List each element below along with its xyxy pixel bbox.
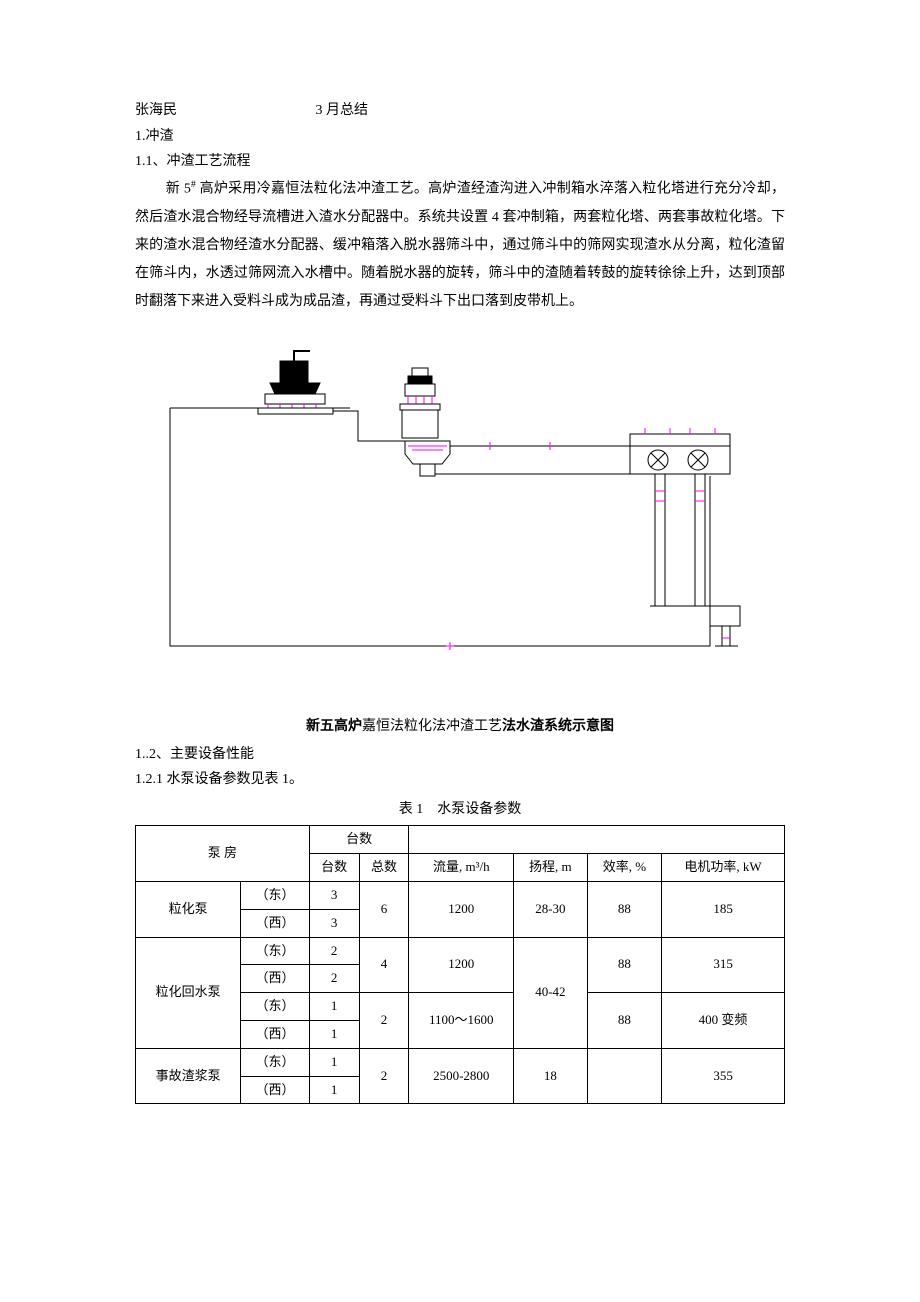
- table-row: 粒化泵 （东） 3 6 1200 28-30 88 185: [136, 881, 785, 909]
- document-page: 张海民 3 月总结 1.冲渣 1.1、冲渣工艺流程 新 5# 高炉采用冷嘉恒法粒…: [0, 0, 920, 1164]
- cell-eff: 88: [587, 993, 662, 1049]
- cell-total: 6: [359, 881, 409, 937]
- para1-rest: 高炉采用冷嘉恒法粒化法冲渣工艺。高炉渣经渣沟进入冲制箱水淬落入粒化塔进行充分冷却…: [135, 182, 785, 309]
- cell-flow: 1200: [409, 937, 514, 993]
- cell-side: （东）: [241, 1048, 309, 1076]
- author-name: 张海民: [135, 100, 177, 122]
- cell-eff: 88: [587, 937, 662, 993]
- cell-head: 40-42: [514, 937, 588, 1048]
- cell-side: （东）: [241, 993, 309, 1021]
- cell-count: 1: [309, 1020, 359, 1048]
- cell-name: 粒化回水泵: [136, 937, 241, 1048]
- diagram-container: [135, 346, 785, 666]
- cell-eff: [587, 1048, 662, 1104]
- cell-side: （东）: [241, 881, 309, 909]
- month-summary: 3 月总结: [316, 100, 369, 122]
- th-blank: [409, 826, 785, 854]
- cell-flow: 1100～1600: [409, 993, 514, 1049]
- cell-count: 1: [309, 1076, 359, 1104]
- th-pump-room: 泵 房: [136, 826, 310, 882]
- th-power: 电机功率, kW: [662, 854, 785, 882]
- cell-head: 18: [514, 1048, 588, 1104]
- caption-bold-1: 新五高炉: [306, 719, 362, 734]
- cell-flow: 1200: [409, 881, 514, 937]
- cell-side: （西）: [241, 909, 309, 937]
- process-diagram: [150, 346, 770, 666]
- cell-count: 2: [309, 965, 359, 993]
- diagram-caption: 新五高炉嘉恒法粒化法冲渣工艺法水渣系统示意图: [135, 716, 785, 738]
- section-1: 1.冲渣: [135, 126, 785, 148]
- cell-count: 3: [309, 909, 359, 937]
- cell-side: （西）: [241, 1020, 309, 1048]
- cell-name: 事故渣浆泵: [136, 1048, 241, 1104]
- cell-flow: 2500-2800: [409, 1048, 514, 1104]
- cell-total: 2: [359, 993, 409, 1049]
- cell-head: 28-30: [514, 881, 588, 937]
- cell-power: 355: [662, 1048, 785, 1104]
- pump-params-table: 泵 房 台数 台数 总数 流量, m³/h 扬程, m 效率, % 电机功率, …: [135, 825, 785, 1104]
- header-line: 张海民 3 月总结: [135, 100, 785, 122]
- section-1-1: 1.1、冲渣工艺流程: [135, 151, 785, 173]
- table-caption: 表 1 水泵设备参数: [135, 799, 785, 821]
- th-count: 台数: [309, 854, 359, 882]
- table-row: 事故渣浆泵 （东） 1 2 2500-2800 18 355: [136, 1048, 785, 1076]
- caption-mid: 嘉恒法粒化法冲渣工艺: [362, 719, 502, 734]
- cell-power: 400 变频: [662, 993, 785, 1049]
- table-header-row-1: 泵 房 台数: [136, 826, 785, 854]
- cell-count: 1: [309, 993, 359, 1021]
- th-head: 扬程, m: [514, 854, 588, 882]
- th-count-group: 台数: [309, 826, 409, 854]
- cell-count: 3: [309, 881, 359, 909]
- cell-count: 2: [309, 937, 359, 965]
- cell-eff: 88: [587, 881, 662, 937]
- cell-power: 185: [662, 881, 785, 937]
- cell-power: 315: [662, 937, 785, 993]
- section-1-2-1: 1.2.1 水泵设备参数见表 1。: [135, 769, 785, 791]
- cell-total: 2: [359, 1048, 409, 1104]
- table-row: 粒化回水泵 （东） 2 4 1200 40-42 88 315: [136, 937, 785, 965]
- th-eff: 效率, %: [587, 854, 662, 882]
- para1-prefix: 新 5: [166, 182, 191, 197]
- cell-count: 1: [309, 1048, 359, 1076]
- cell-side: （东）: [241, 937, 309, 965]
- caption-bold-2: 法水渣系统示意图: [502, 719, 614, 734]
- paragraph-1: 新 5# 高炉采用冷嘉恒法粒化法冲渣工艺。高炉渣经渣沟进入冲制箱水淬落入粒化塔进…: [135, 175, 785, 316]
- cell-side: （西）: [241, 1076, 309, 1104]
- th-total: 总数: [359, 854, 409, 882]
- cell-side: （西）: [241, 965, 309, 993]
- th-flow: 流量, m³/h: [409, 854, 514, 882]
- section-1-2: 1..2、主要设备性能: [135, 744, 785, 766]
- cell-name: 粒化泵: [136, 881, 241, 937]
- cell-total: 4: [359, 937, 409, 993]
